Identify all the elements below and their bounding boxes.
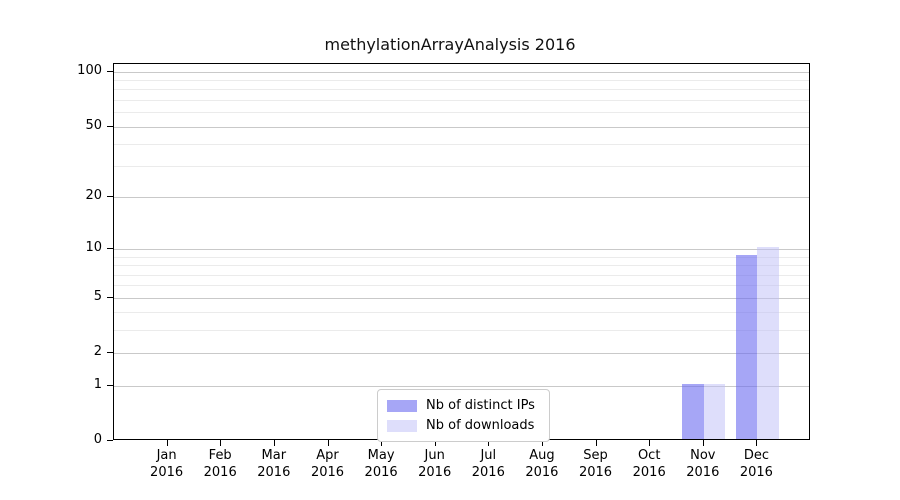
- x-axis-tick: [649, 440, 651, 446]
- minor-gridline: [114, 256, 809, 258]
- x-label-month: Aug: [529, 448, 555, 463]
- x-label-month: Dec: [743, 448, 769, 463]
- chart-title: methylationArrayAnalysis 2016: [324, 35, 576, 54]
- x-axis-tick: [273, 440, 275, 446]
- x-axis-tick: [381, 440, 383, 446]
- x-label-year: 2016: [257, 465, 291, 480]
- x-label-year: 2016: [310, 465, 345, 480]
- legend-label-downloads: Nb of downloads: [426, 418, 535, 433]
- x-label-month: Jan: [156, 448, 177, 463]
- minor-gridline: [114, 166, 809, 168]
- y-axis-tick-label: 5: [93, 288, 102, 304]
- minor-gridline: [114, 100, 809, 101]
- x-label-year: 2016: [150, 465, 184, 480]
- x-label-month: Oct: [637, 448, 661, 463]
- x-axis-tick: [702, 440, 704, 446]
- bar-downloads-dec: [757, 247, 779, 439]
- x-label-month: Nov: [690, 448, 716, 463]
- x-axis-tick-label: Dec 2016: [724, 447, 788, 481]
- x-label-month: Jul: [480, 448, 497, 463]
- x-axis-tick-label: Feb 2016: [188, 447, 252, 481]
- x-label-year: 2016: [203, 465, 237, 480]
- y-axis-tick-label: 0: [93, 432, 102, 447]
- x-label-year: 2016: [632, 465, 666, 480]
- x-axis-tick: [434, 440, 436, 446]
- plot-area: [113, 63, 810, 440]
- x-label-month: Apr: [316, 448, 339, 463]
- major-gridline: [114, 297, 809, 299]
- major-gridline: [114, 249, 809, 251]
- x-axis-tick: [541, 440, 543, 446]
- minor-gridline: [114, 80, 809, 82]
- x-label-year: 2016: [686, 465, 720, 480]
- legend-label-distinct-ips: Nb of distinct IPs: [426, 398, 535, 413]
- x-axis-tick-label: Sep 2016: [564, 447, 628, 481]
- minor-gridline: [114, 112, 809, 114]
- x-axis-tick: [756, 440, 758, 446]
- minor-gridline: [114, 274, 809, 276]
- legend-swatch-downloads: [387, 419, 417, 432]
- x-label-month: Mar: [261, 448, 287, 463]
- x-label-year: 2016: [364, 465, 398, 480]
- y-axis-tick: [107, 125, 113, 127]
- x-label-year: 2016: [739, 465, 773, 480]
- y-axis-tick-label: 100: [77, 62, 102, 78]
- bar-distinct-ips-dec: [735, 254, 758, 439]
- y-axis-tick-label: 50: [85, 117, 102, 133]
- legend-item-distinct-ips: Nb of distinct IPs: [387, 397, 537, 414]
- x-label-month: Feb: [208, 448, 232, 463]
- minor-gridline: [114, 265, 809, 267]
- bar-downloads-nov: [703, 383, 726, 439]
- x-label-month: May: [367, 448, 395, 463]
- x-label-month: Sep: [583, 448, 608, 463]
- y-axis-tick: [107, 248, 113, 250]
- x-axis-tick-label: Jul 2016: [456, 447, 520, 481]
- major-gridline: [114, 197, 809, 199]
- x-label-month: Jun: [424, 448, 445, 463]
- x-axis-tick-label: Oct 2016: [617, 447, 681, 481]
- x-axis-tick-label: Nov 2016: [671, 447, 735, 481]
- x-label-year: 2016: [418, 465, 452, 480]
- legend: Nb of distinct IPs Nb of downloads: [377, 389, 550, 442]
- x-axis-tick-label: Jun 2016: [403, 447, 467, 481]
- legend-swatch-distinct-ips: [387, 399, 417, 412]
- y-axis-tick: [107, 384, 113, 386]
- x-axis-tick-label: Jan 2016: [135, 447, 199, 481]
- y-axis-tick: [107, 196, 113, 198]
- legend-item-downloads: Nb of downloads: [387, 417, 537, 434]
- minor-gridline: [114, 89, 809, 91]
- x-axis-tick: [220, 440, 222, 446]
- x-label-year: 2016: [471, 465, 505, 480]
- y-axis-tick-label: 20: [85, 188, 102, 204]
- x-axis-tick: [488, 440, 490, 446]
- y-axis-tick: [107, 70, 113, 72]
- y-axis-tick-label: 10: [85, 240, 102, 256]
- x-axis-tick: [595, 440, 597, 446]
- major-gridline: [114, 385, 809, 387]
- x-label-year: 2016: [525, 465, 559, 480]
- x-axis-tick: [327, 440, 329, 446]
- major-gridline: [114, 353, 809, 355]
- x-label-year: 2016: [578, 465, 613, 480]
- x-axis-tick-label: Aug 2016: [510, 447, 574, 481]
- y-axis-tick-label: 2: [93, 344, 102, 360]
- major-gridline: [114, 71, 809, 73]
- y-axis-tick-label: 1: [93, 376, 102, 392]
- bar-distinct-ips-nov: [682, 383, 704, 439]
- x-axis-tick-label: Apr 2016: [296, 447, 360, 481]
- x-axis-tick-label: Mar 2016: [242, 447, 306, 481]
- minor-gridline: [114, 285, 809, 287]
- minor-gridline: [114, 143, 809, 145]
- major-gridline: [114, 126, 809, 128]
- y-axis-tick: [107, 440, 113, 441]
- minor-gridline: [114, 312, 809, 314]
- x-axis-tick: [166, 440, 168, 446]
- minor-gridline: [114, 330, 809, 332]
- y-axis-tick: [107, 296, 113, 298]
- x-axis-tick-label: May 2016: [349, 447, 413, 481]
- y-axis-tick: [107, 352, 113, 354]
